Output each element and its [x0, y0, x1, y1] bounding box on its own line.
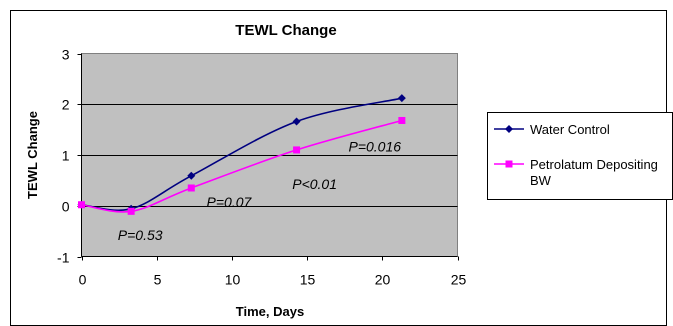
series-line-water-control [81, 97, 403, 212]
annotation-layer: P=0.53 P=0.07 P<0.01 P=0.016 [118, 138, 401, 243]
data-point-petrolatum [78, 201, 85, 209]
legend-item-water-control: Water Control [494, 122, 610, 137]
y-tick-label: 2 [62, 97, 70, 113]
data-point-water-control [292, 117, 301, 126]
x-tick-label: 5 [154, 272, 162, 288]
data-point-petrolatum [293, 146, 301, 154]
x-tick-label: 10 [225, 272, 241, 288]
data-point-petrolatum [187, 184, 195, 192]
legend-petrolatum-label-line1: Petrolatum Depositing [530, 157, 658, 172]
x-tick-label: 15 [300, 272, 316, 288]
legend: Water Control Petrolatum Depositing BW [487, 112, 673, 200]
x-tick-label: 25 [451, 272, 467, 288]
legend-item-petrolatum: Petrolatum Depositing BW [494, 157, 662, 188]
y-tick-label: 3 [62, 47, 70, 63]
data-point-petrolatum [127, 207, 135, 215]
p-value-annotation: P=0.07 [207, 194, 253, 210]
data-point-petrolatum [398, 116, 406, 124]
legend-water-control-marker [505, 125, 513, 133]
y-tick-label: 1 [62, 148, 70, 164]
legend-petrolatum-label-line2: BW [530, 173, 552, 188]
data-point-water-control [397, 94, 406, 103]
gridlines [81, 104, 458, 207]
y-axis-label: TEWL Change [25, 111, 40, 199]
legend-box [487, 112, 673, 200]
chart-title: TEWL Change [235, 22, 336, 39]
x-tick-label: 20 [375, 272, 391, 288]
y-tick-label: -1 [57, 250, 70, 266]
x-tick-label: 0 [79, 272, 87, 288]
data-point-water-control [187, 171, 196, 180]
legend-water-control-label: Water Control [530, 122, 610, 137]
legend-petrolatum-marker [505, 160, 513, 168]
series-layer [77, 94, 406, 215]
p-value-annotation: P<0.01 [292, 176, 337, 192]
axis-ticks: -1 0 1 2 3 0 5 10 15 20 25 [57, 47, 466, 288]
x-axis-label: Time, Days [236, 304, 304, 319]
p-value-annotation: P=0.53 [118, 227, 163, 243]
series-line-petrolatum [81, 119, 403, 213]
legend-petrolatum-label: Petrolatum Depositing BW [530, 157, 662, 188]
p-value-annotation: P=0.016 [348, 138, 401, 154]
y-tick-label: 0 [62, 199, 70, 215]
